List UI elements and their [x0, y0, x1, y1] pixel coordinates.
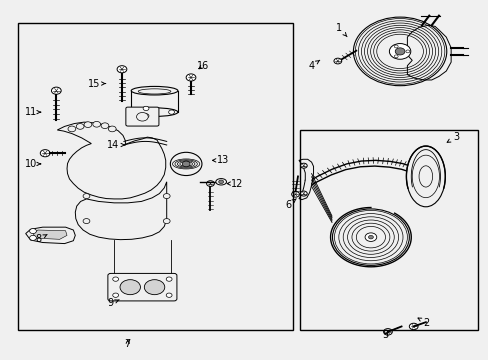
Circle shape: [30, 229, 36, 234]
Polygon shape: [298, 159, 313, 200]
Circle shape: [166, 293, 172, 297]
Circle shape: [83, 219, 90, 224]
Circle shape: [300, 163, 306, 168]
Circle shape: [76, 123, 84, 129]
Bar: [300, 130, 477, 330]
Circle shape: [84, 122, 92, 127]
Circle shape: [168, 110, 174, 114]
Ellipse shape: [215, 179, 226, 185]
Text: 9: 9: [107, 298, 119, 308]
Text: 14: 14: [107, 140, 125, 150]
Circle shape: [405, 50, 409, 53]
Circle shape: [218, 180, 223, 184]
Text: 5: 5: [382, 330, 388, 341]
Text: 3: 3: [446, 132, 458, 142]
Circle shape: [368, 235, 372, 239]
Circle shape: [108, 126, 116, 132]
Circle shape: [163, 219, 170, 224]
Ellipse shape: [131, 108, 178, 116]
Circle shape: [113, 293, 118, 297]
Text: 6: 6: [285, 199, 296, 210]
Circle shape: [300, 191, 306, 196]
Text: 15: 15: [87, 78, 105, 89]
Circle shape: [365, 233, 376, 242]
Text: 8: 8: [36, 234, 47, 244]
Circle shape: [40, 150, 50, 157]
Circle shape: [383, 329, 391, 335]
Text: 1: 1: [336, 23, 346, 37]
Circle shape: [136, 112, 148, 121]
Text: 13: 13: [212, 156, 228, 165]
Ellipse shape: [170, 152, 202, 176]
Circle shape: [206, 181, 214, 186]
Circle shape: [113, 277, 118, 281]
Text: 12: 12: [226, 179, 243, 189]
Bar: [19, 23, 292, 330]
FancyBboxPatch shape: [125, 107, 159, 126]
Circle shape: [51, 87, 61, 94]
Circle shape: [393, 55, 397, 58]
Ellipse shape: [144, 280, 164, 295]
Ellipse shape: [406, 146, 445, 207]
Circle shape: [30, 235, 36, 240]
Circle shape: [333, 58, 341, 64]
Text: 2: 2: [417, 318, 429, 328]
Text: 4: 4: [308, 60, 319, 71]
Circle shape: [186, 74, 196, 81]
Circle shape: [83, 194, 90, 199]
Circle shape: [163, 194, 170, 199]
Text: 7: 7: [124, 339, 131, 349]
Polygon shape: [407, 25, 450, 80]
Circle shape: [68, 126, 76, 132]
Circle shape: [291, 192, 299, 197]
Circle shape: [143, 106, 149, 111]
Circle shape: [166, 277, 172, 281]
Polygon shape: [26, 227, 75, 244]
Circle shape: [388, 44, 410, 59]
Circle shape: [408, 323, 417, 330]
Polygon shape: [33, 230, 67, 239]
Circle shape: [93, 121, 101, 127]
Circle shape: [393, 45, 397, 48]
Circle shape: [101, 123, 109, 129]
Text: 11: 11: [25, 107, 41, 117]
Circle shape: [394, 48, 404, 55]
Ellipse shape: [120, 280, 140, 295]
Text: 16: 16: [197, 61, 209, 71]
Polygon shape: [57, 122, 165, 199]
Text: 10: 10: [25, 159, 41, 169]
Polygon shape: [75, 182, 166, 240]
Circle shape: [182, 161, 190, 167]
FancyBboxPatch shape: [108, 273, 177, 301]
Circle shape: [117, 66, 126, 73]
Circle shape: [143, 114, 149, 118]
